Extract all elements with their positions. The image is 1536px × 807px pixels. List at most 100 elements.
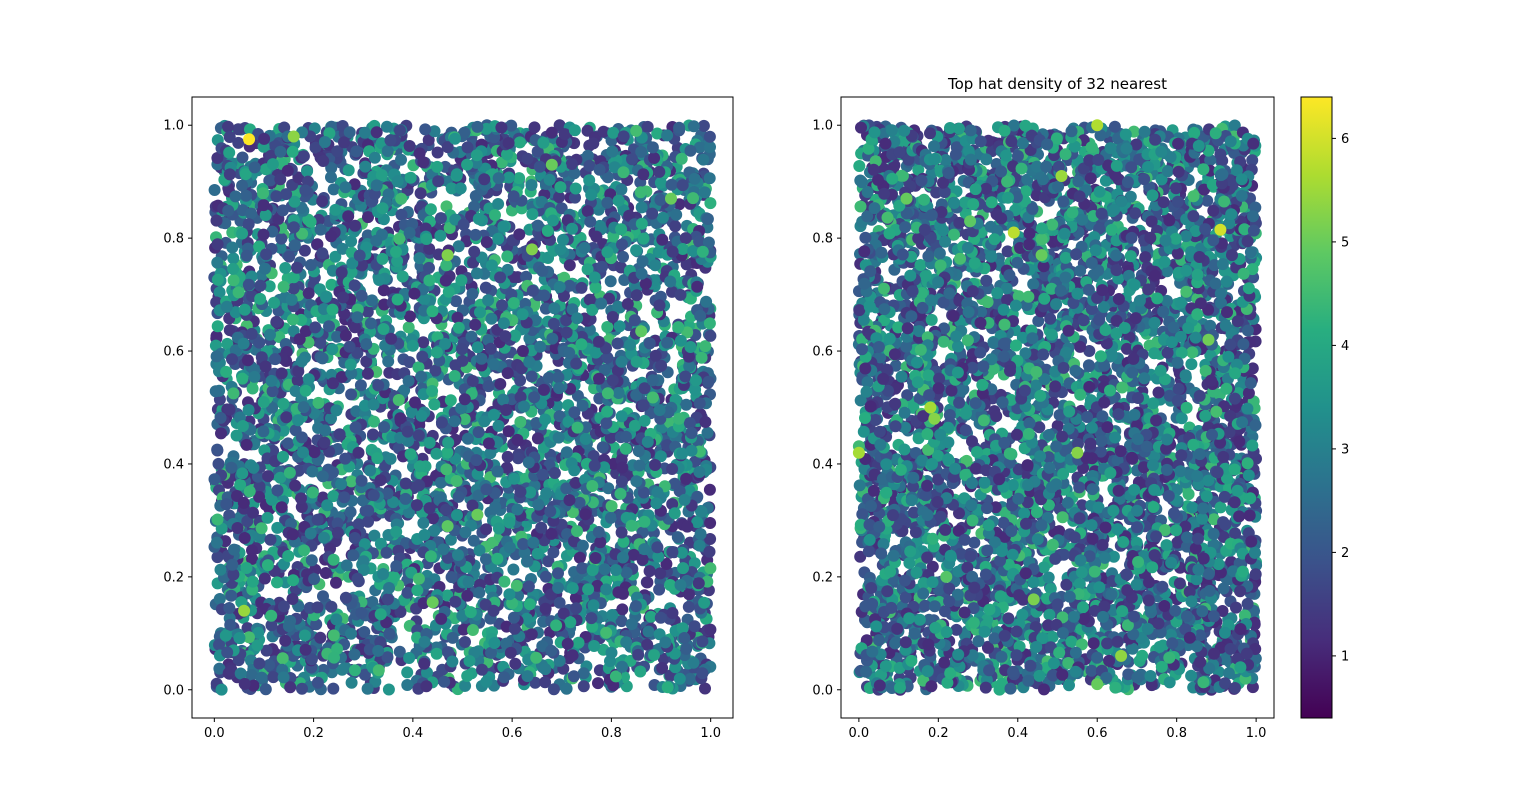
left-scatter-point (480, 236, 493, 249)
left-scatter-point (535, 521, 548, 534)
left-scatter-point (314, 223, 327, 236)
left-scatter-point (615, 355, 628, 368)
left-scatter-point (508, 472, 521, 485)
left-scatter-point (221, 337, 234, 350)
left-scatter-point (527, 536, 540, 549)
left-scatter-point (637, 232, 650, 245)
left-scatter-point (612, 300, 624, 313)
left-scatter-point (420, 233, 433, 245)
left-scatter-point (366, 596, 379, 608)
left-scatter-point (391, 175, 404, 188)
left-scatter-point (695, 505, 708, 518)
left-scatter-point (391, 293, 404, 306)
left-scatter-point (283, 466, 296, 479)
left-scatter-point (555, 202, 568, 215)
left-scatter-point (298, 244, 311, 257)
left-scatter-point (466, 624, 479, 636)
left-scatter-point (688, 620, 701, 633)
left-scatter-point (691, 490, 704, 503)
left-scatter-point (606, 609, 619, 621)
left-scatter-point (550, 619, 563, 632)
left-scatter-point (370, 179, 383, 192)
left-scatter-point (480, 675, 493, 688)
left-scatter-point (513, 228, 526, 241)
left-scatter-point (651, 127, 664, 140)
left-scatter-point (661, 336, 674, 349)
left-scatter-point (441, 446, 454, 459)
left-scatter-point (532, 498, 545, 511)
left-scatter-point (538, 289, 551, 302)
left-scatter-point (348, 532, 361, 544)
left-scatter-point (547, 317, 560, 330)
left-scatter-point (542, 555, 555, 568)
left-scatter-point (442, 285, 455, 298)
left-scatter-point (264, 174, 277, 187)
left-scatter-point (237, 496, 250, 509)
left-scatter-point (236, 151, 249, 164)
left-scatter-point (687, 120, 700, 133)
left-scatter-point (241, 354, 254, 367)
left-scatter-point (257, 396, 270, 409)
left-scatter-point (440, 463, 453, 476)
left-scatter-point (211, 238, 224, 251)
left-scatter-point (417, 336, 430, 349)
left-scatter-point (368, 415, 380, 428)
left-scatter-point (271, 521, 284, 534)
left-scatter-point (226, 241, 239, 254)
left-scatter-point (317, 590, 329, 603)
left-scatter-point (312, 396, 325, 409)
left-scatter-point (241, 515, 254, 528)
left-scatter-point (528, 121, 541, 134)
left-scatter-point (586, 303, 599, 316)
left-scatter-point (404, 171, 417, 184)
left-scatter-point (560, 482, 573, 495)
left-scatter-point (350, 145, 363, 158)
left-scatter-point (455, 402, 468, 415)
left-scatter-point (617, 250, 629, 263)
left-scatter-point (701, 213, 714, 225)
left-scatter-point (415, 409, 428, 422)
left-scatter-point (449, 595, 462, 608)
left-scatter-point (377, 284, 390, 297)
left-scatter-point (545, 644, 558, 657)
left-scatter-point (585, 188, 598, 201)
left-scatter-point (403, 226, 416, 239)
left-scatter-point (277, 600, 290, 613)
left-scatter-point (629, 600, 642, 613)
left-scatter-point (437, 543, 450, 556)
left-scatter-point (545, 126, 558, 139)
left-scatter-point (317, 303, 330, 315)
left-scatter-point (345, 235, 358, 248)
left-scatter-point (558, 290, 570, 302)
left-scatter-point (601, 321, 614, 333)
left-scatter-point (406, 339, 419, 352)
left-scatter-point (377, 323, 390, 335)
left-scatter-point (466, 375, 479, 387)
left-scatter-point (306, 486, 319, 499)
left-scatter-point (600, 626, 613, 639)
left-scatter-point (384, 452, 397, 465)
left-scatter-point (560, 314, 573, 327)
left-scatter-point (652, 550, 665, 563)
left-scatter-point (675, 152, 688, 165)
left-scatter-point (237, 337, 250, 350)
left-scatter-point (310, 618, 323, 631)
left-scatter-point (295, 501, 308, 513)
left-scatter-point (243, 485, 256, 498)
left-scatter-point (602, 482, 615, 495)
left-scatter-point (601, 351, 614, 364)
left-scatter-point (380, 546, 393, 559)
left-scatter-point (364, 464, 377, 477)
left-scatter-point (361, 367, 374, 380)
left-scatter-point (596, 441, 609, 454)
left-scatter-point (630, 475, 643, 488)
left-scatter-point (587, 450, 600, 462)
left-scatter-point (661, 129, 674, 142)
left-scatter-point (563, 259, 576, 272)
left-scatter-point (410, 499, 423, 512)
left-scatter-point (573, 551, 586, 564)
left-scatter-point (342, 164, 355, 177)
left-scatter-point (638, 515, 651, 528)
left-scatter-point (702, 236, 715, 249)
left-scatter-point (352, 518, 365, 531)
